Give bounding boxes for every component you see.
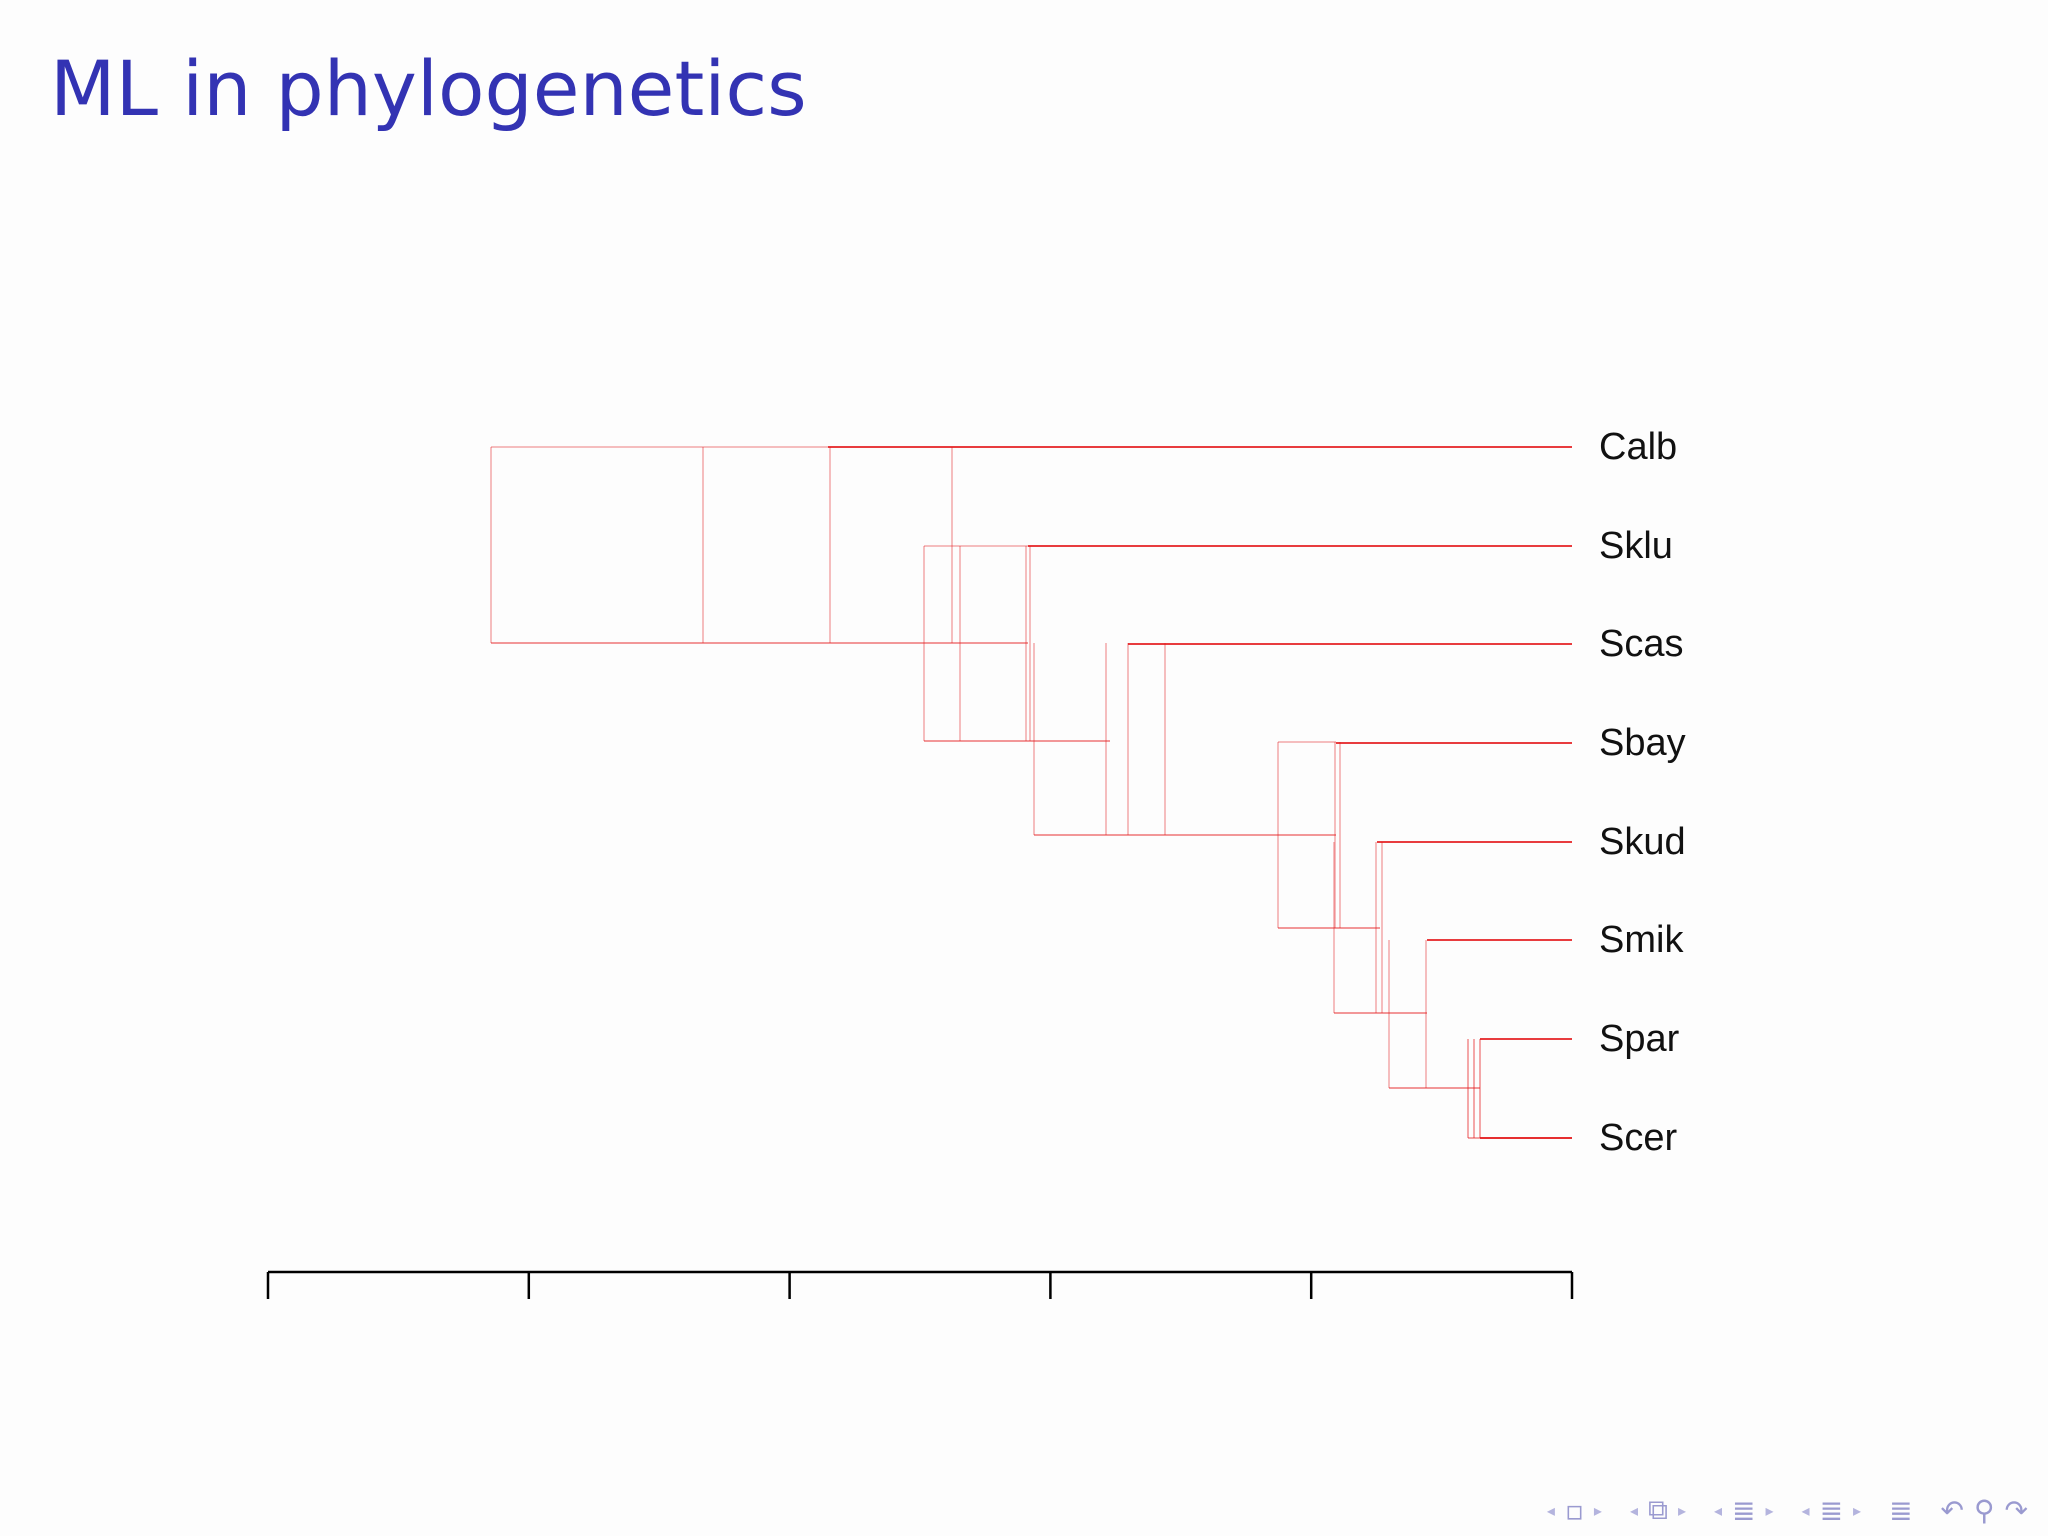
nav-section-icon[interactable]: ≣ <box>1732 1493 1756 1527</box>
nav-frame-group[interactable]: ◂ ▫ ▸ <box>1547 1494 1602 1527</box>
nav-left-arrow-icon[interactable]: ◂ <box>1714 1500 1723 1520</box>
leaf-label-sbay: Sbay <box>1599 722 1686 764</box>
nav-right-arrow-icon[interactable]: ▸ <box>1677 1500 1687 1520</box>
nav-frame-icon[interactable]: ▫ <box>1564 1493 1584 1527</box>
tree-edges <box>490 446 1572 1139</box>
leaf-label-scas: Scas <box>1599 623 1683 665</box>
nav-part-group[interactable]: ◂ ≣ ▸ <box>1802 1494 1862 1527</box>
nav-right-arrow-icon[interactable]: ▸ <box>1765 1500 1774 1520</box>
nav-part-icon[interactable]: ≣ <box>1819 1493 1844 1527</box>
tree-leaf-labels: Calb Sklu Scas Sbay Skud Smik Spar Scer <box>1599 426 1686 1159</box>
nav-left-arrow-icon[interactable]: ◂ <box>1546 1500 1555 1520</box>
nav-subsection-icon[interactable]: ⧉ <box>1647 1493 1668 1526</box>
nav-subsection-group[interactable]: ◂ ⧉ ▸ <box>1630 1493 1686 1527</box>
nav-section-group[interactable]: ◂ ≣ ▸ <box>1714 1494 1774 1527</box>
nav-search-icon[interactable]: ⚲ <box>1974 1493 1995 1527</box>
nav-right-arrow-icon[interactable]: ▸ <box>1593 1500 1602 1520</box>
nav-toc-icon[interactable]: ≣ <box>1889 1493 1913 1527</box>
nav-forward-icon[interactable]: ↷ <box>2004 1493 2028 1527</box>
leaf-label-sklu: Sklu <box>1599 525 1673 567</box>
leaf-label-smik: Smik <box>1599 919 1684 961</box>
leaf-label-scer: Scer <box>1599 1117 1677 1159</box>
nav-back-icon[interactable]: ↶ <box>1940 1493 1965 1527</box>
leaf-label-spar: Spar <box>1599 1018 1680 1060</box>
slide-title: ML in phylogenetics <box>50 44 807 133</box>
scale-axis <box>266 1270 1574 1299</box>
nav-left-arrow-icon[interactable]: ◂ <box>1629 1500 1638 1520</box>
nav-left-arrow-icon[interactable]: ◂ <box>1801 1500 1810 1520</box>
leaf-label-calb: Calb <box>1599 426 1677 468</box>
beamer-navigation-bar: ◂ ▫ ▸ ◂ ⧉ ▸ ◂ ≣ ▸ ◂ ≣ ▸ ≣ ↶ ⚲ ↷ <box>1519 1490 2028 1530</box>
nav-search-group[interactable]: ↶ ⚲ ↷ <box>1941 1494 2028 1527</box>
leaf-label-skud: Skud <box>1599 821 1686 863</box>
nav-toc-group[interactable]: ≣ <box>1889 1494 1912 1527</box>
nav-right-arrow-icon[interactable]: ▸ <box>1853 1500 1862 1520</box>
